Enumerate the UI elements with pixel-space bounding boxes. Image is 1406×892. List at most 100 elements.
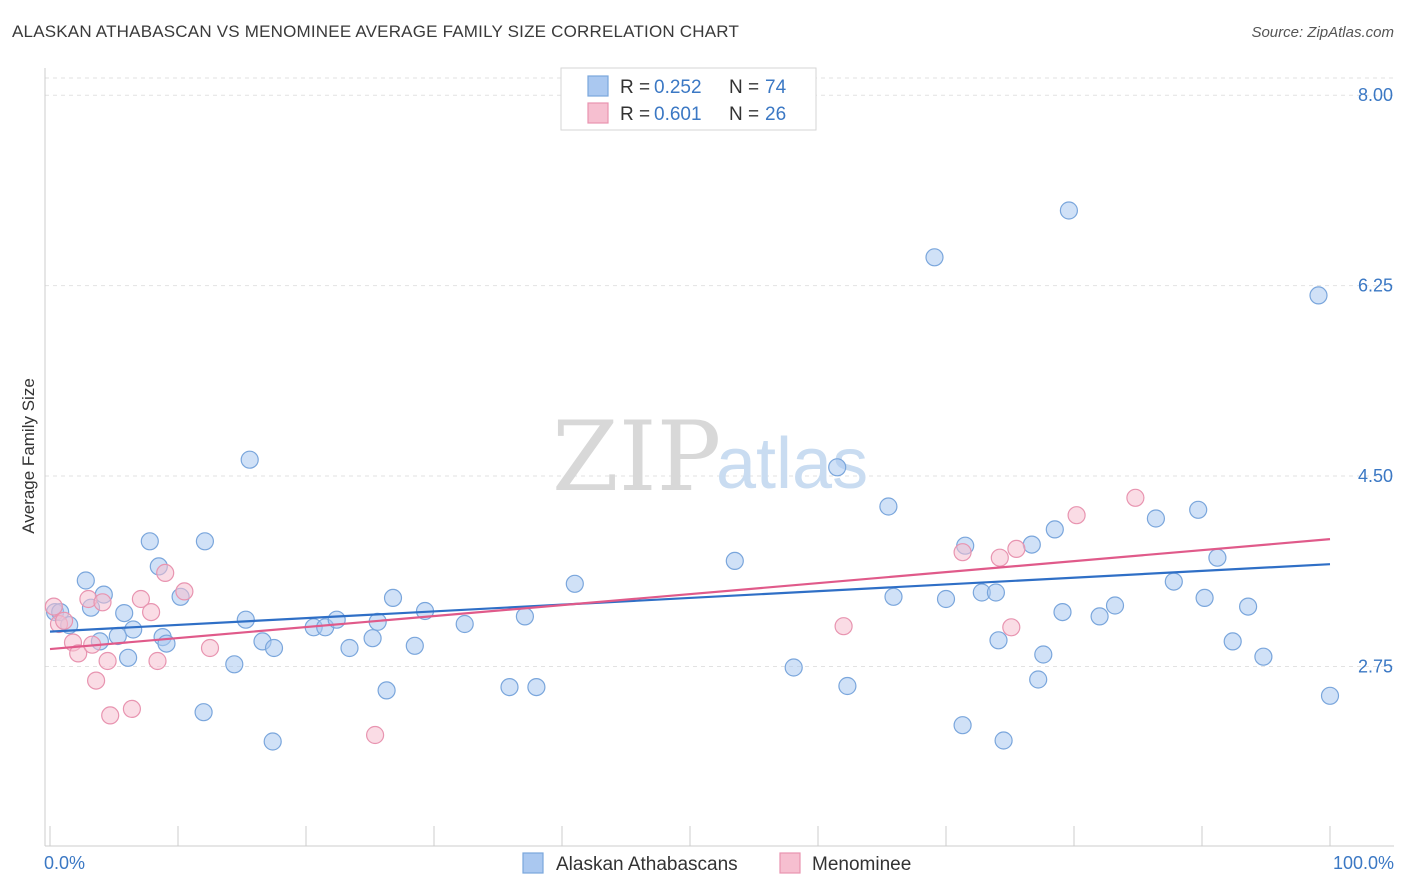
data-point-menominee	[990, 548, 1009, 567]
data-point-menominee	[148, 651, 167, 671]
data-point-alaskan-athabascans	[725, 551, 744, 571]
data-point-alaskan-athabascans	[377, 681, 396, 700]
data-point-menominee	[142, 602, 161, 622]
data-point-alaskan-athabascans	[1309, 286, 1328, 305]
data-point-alaskan-athabascans	[383, 588, 403, 608]
data-point-alaskan-athabascans	[1320, 686, 1340, 705]
bottom-legend-swatch-pink	[779, 852, 801, 874]
data-point-menominee	[122, 699, 141, 719]
data-point-alaskan-athabascans	[527, 677, 546, 697]
data-point-menominee	[93, 593, 112, 612]
data-point-alaskan-athabascans	[1254, 647, 1273, 666]
data-point-menominee	[131, 589, 150, 609]
data-point-menominee	[69, 644, 88, 663]
data-point-alaskan-athabascans	[455, 614, 474, 634]
data-point-menominee	[1007, 539, 1026, 559]
data-point-alaskan-athabascans	[1029, 670, 1048, 689]
series-menominee	[44, 488, 1145, 745]
data-point-alaskan-athabascans	[1090, 607, 1109, 626]
data-point-alaskan-athabascans	[1238, 597, 1258, 616]
data-point-alaskan-athabascans	[953, 716, 972, 735]
data-point-menominee	[1002, 618, 1021, 637]
trend-lines	[49, 538, 1331, 651]
data-point-alaskan-athabascans	[1053, 602, 1072, 622]
data-point-alaskan-athabascans	[195, 532, 214, 551]
y-tick-labels: 2.75 4.50 6.25 8.00	[1358, 85, 1393, 676]
legend-n-label-2: N =	[729, 104, 759, 125]
axes	[44, 68, 1394, 847]
data-point-alaskan-athabascans	[515, 607, 535, 626]
legend-n-value-1: 74	[765, 77, 787, 98]
y-axis-label: Average Family Size	[19, 378, 38, 534]
data-point-alaskan-athabascans	[115, 603, 134, 623]
chart-title: ALASKAN ATHABASCAN VS MENOMINEE AVERAGE …	[12, 22, 740, 41]
bottom-legend-label-pink: Menominee	[812, 854, 911, 875]
data-point-menominee	[200, 638, 220, 658]
data-point-alaskan-athabascans	[340, 638, 359, 658]
data-point-alaskan-athabascans	[263, 732, 282, 751]
data-point-menominee	[86, 671, 106, 690]
data-point-alaskan-athabascans	[828, 458, 847, 477]
data-point-alaskan-athabascans	[264, 638, 284, 658]
y-tick-label: 4.50	[1358, 466, 1393, 486]
data-point-menominee	[175, 582, 194, 601]
data-point-alaskan-athabascans	[76, 571, 95, 590]
data-point-menominee	[54, 611, 74, 630]
data-point-menominee	[1126, 488, 1145, 507]
legend-swatch-pink	[587, 102, 609, 124]
data-point-alaskan-athabascans	[884, 587, 903, 606]
watermark-zip: ZIP	[552, 401, 721, 513]
x-ticks	[49, 826, 1331, 846]
legend-r-value-1: 0.252	[654, 77, 702, 98]
data-point-alaskan-athabascans	[1022, 535, 1041, 554]
data-point-alaskan-athabascans	[1189, 500, 1208, 519]
data-point-menominee	[156, 563, 175, 583]
legend-n-value-2: 26	[765, 104, 786, 125]
data-point-alaskan-athabascans	[784, 658, 803, 677]
trend-line-alaskan-athabascans	[49, 563, 1331, 633]
data-point-alaskan-athabascans	[1045, 520, 1064, 539]
data-point-alaskan-athabascans	[1034, 645, 1053, 664]
source-label: Source: ZipAtlas.com	[1251, 24, 1394, 41]
data-point-alaskan-athabascans	[500, 677, 519, 697]
data-point-alaskan-athabascans	[838, 676, 857, 696]
x-tick-label-min: 0.0%	[44, 853, 85, 873]
bottom-legend-swatch-blue	[522, 852, 544, 874]
data-point-menominee	[834, 617, 853, 636]
data-point-alaskan-athabascans	[986, 583, 1006, 602]
y-tick-label: 8.00	[1358, 85, 1393, 105]
data-point-alaskan-athabascans	[1208, 548, 1227, 567]
data-point-alaskan-athabascans	[1195, 588, 1214, 608]
data-point-alaskan-athabascans	[1146, 509, 1166, 528]
watermark: ZIP atlas	[552, 401, 868, 513]
x-tick-label-max: 100.0%	[1333, 853, 1394, 873]
data-point-alaskan-athabascans	[1223, 632, 1242, 651]
data-point-alaskan-athabascans	[225, 655, 244, 674]
data-point-alaskan-athabascans	[236, 610, 255, 629]
trend-line-menominee	[49, 538, 1331, 651]
y-tick-label: 2.75	[1358, 656, 1393, 676]
data-point-alaskan-athabascans	[989, 631, 1008, 650]
data-point-menominee	[44, 597, 63, 616]
data-point-alaskan-athabascans	[1105, 596, 1125, 615]
data-point-alaskan-athabascans	[565, 574, 584, 593]
data-point-alaskan-athabascans	[1059, 201, 1079, 220]
data-point-alaskan-athabascans	[1164, 572, 1183, 591]
data-point-alaskan-athabascans	[994, 731, 1013, 750]
y-tick-label: 6.25	[1358, 276, 1393, 296]
legend-r-label-1: R =	[620, 77, 650, 98]
bottom-legend-label-blue: Alaskan Athabascans	[556, 854, 738, 875]
data-point-alaskan-athabascans	[194, 703, 213, 722]
data-point-menominee	[98, 651, 117, 671]
legend-r-label-2: R =	[620, 104, 650, 125]
data-point-alaskan-athabascans	[240, 450, 259, 469]
data-point-alaskan-athabascans	[119, 648, 138, 667]
legend-r-value-2: 0.601	[654, 104, 702, 125]
data-point-menominee	[1067, 506, 1086, 525]
legend-box: R = 0.252 N = 74 R = 0.601 N = 26	[560, 67, 817, 131]
data-point-alaskan-athabascans	[405, 636, 424, 655]
data-point-alaskan-athabascans	[363, 629, 382, 648]
data-point-alaskan-athabascans	[879, 497, 898, 516]
legend-n-label-1: N =	[729, 77, 759, 98]
